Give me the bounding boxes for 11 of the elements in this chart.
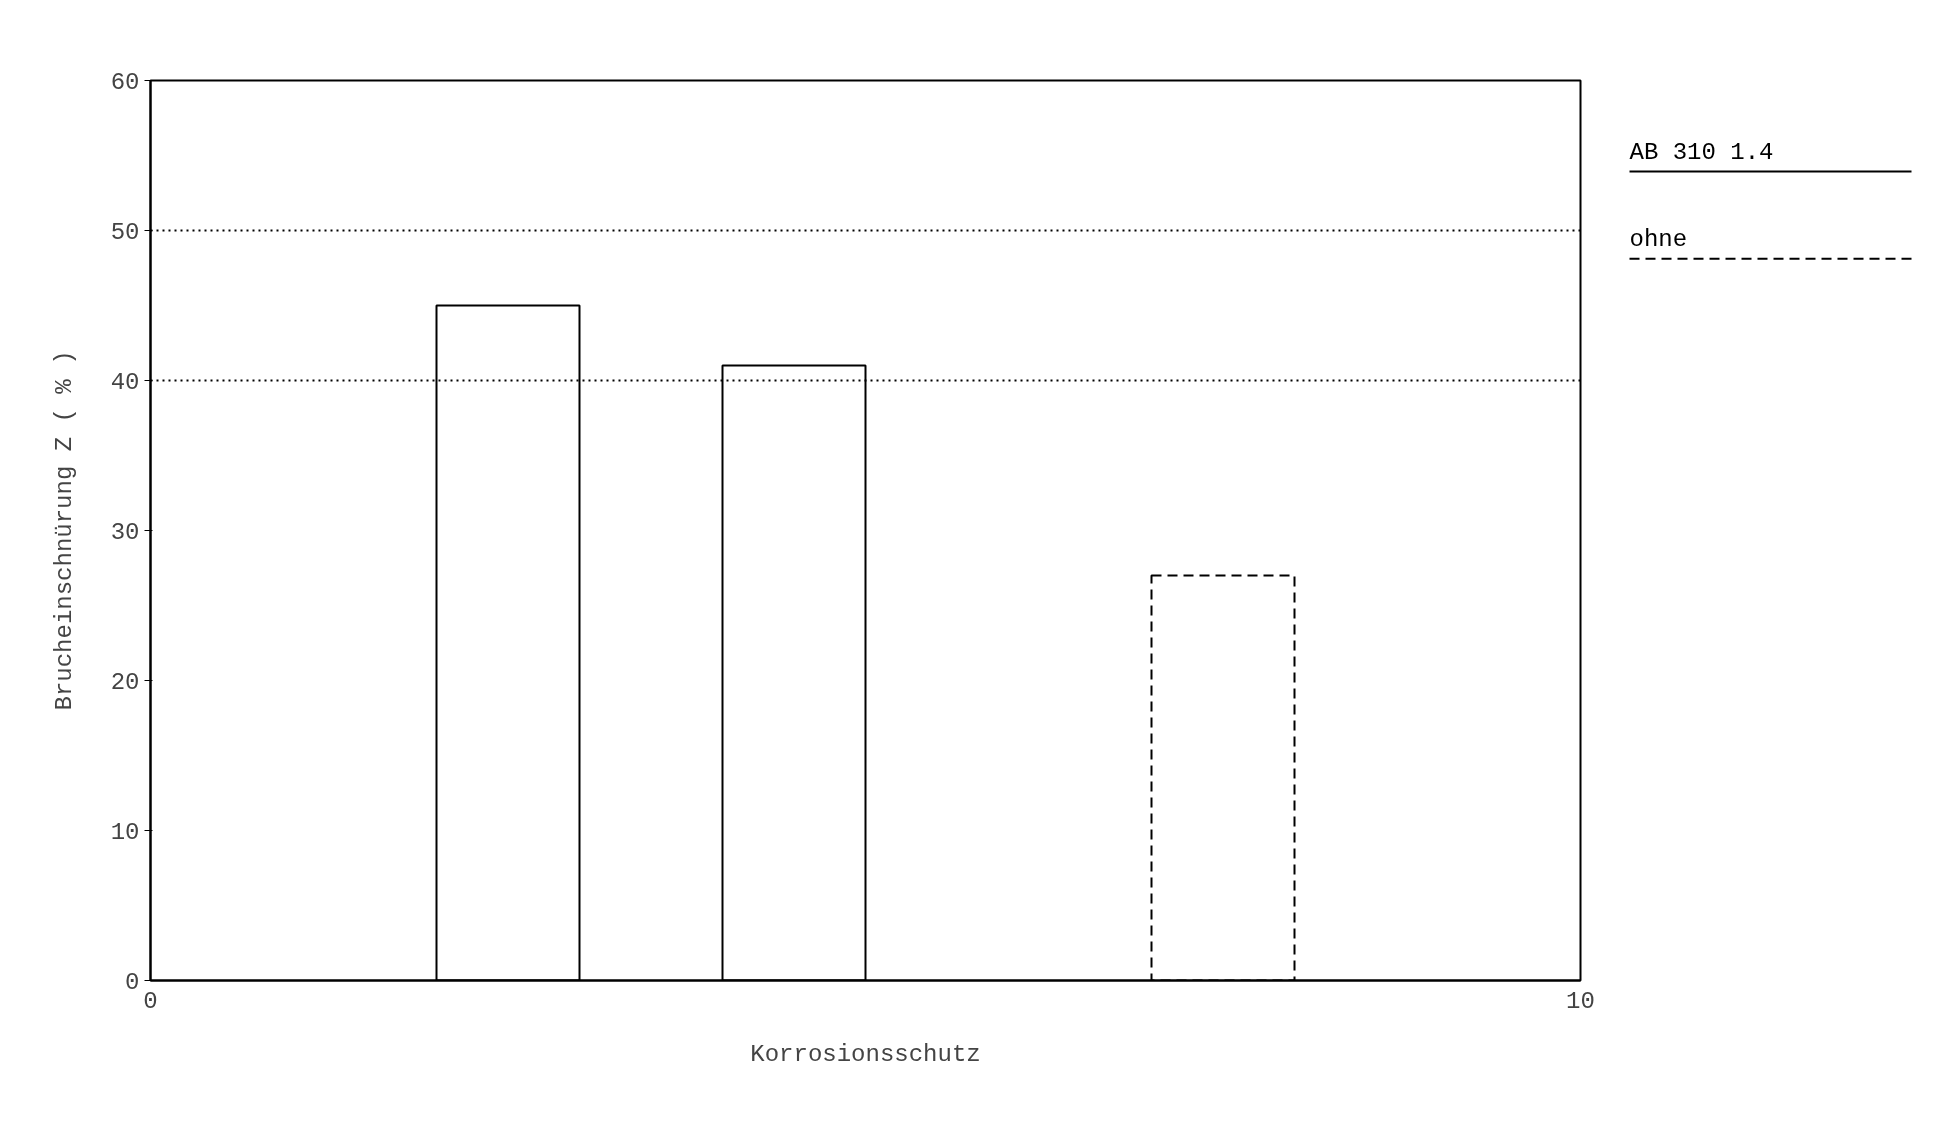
y-tick-label: 20 bbox=[110, 668, 140, 696]
y-tick-label: 40 bbox=[110, 368, 140, 396]
y-tick-label: 50 bbox=[110, 218, 140, 246]
y-tick-label: 30 bbox=[110, 518, 140, 546]
text: AB 310 1.4 bbox=[1629, 139, 1774, 166]
y-tick-label: 10 bbox=[110, 818, 140, 846]
y-tick-label: 60 bbox=[110, 68, 140, 96]
x-axis-title: Korrosionsschutz bbox=[750, 1040, 981, 1068]
y-tick-label: 0 bbox=[125, 968, 140, 996]
y-axis-title: Brucheinschnürung Z ( % ) bbox=[50, 350, 78, 711]
text: ohne bbox=[1629, 226, 1688, 254]
